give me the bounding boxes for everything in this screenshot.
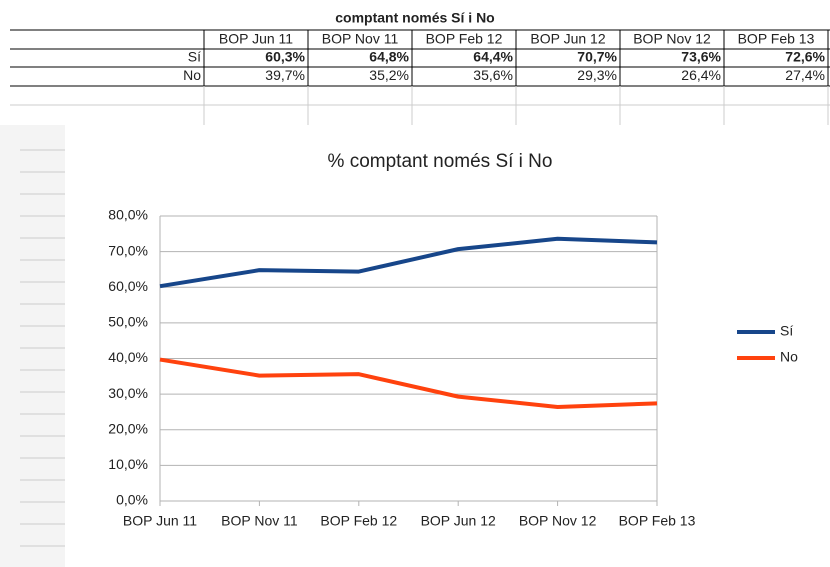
series-line: [159, 236, 658, 289]
cell: 60,3%: [265, 49, 305, 65]
y-tick-label: 0,0%: [116, 492, 148, 508]
x-tick-label: BOP Nov 12: [519, 513, 597, 529]
chart-bg: [65, 125, 830, 567]
cell: 35,2%: [369, 67, 409, 83]
cell: 26,4%: [681, 67, 721, 83]
x-tick-label: BOP Feb 13: [619, 513, 696, 529]
cell: 29,3%: [577, 67, 617, 83]
y-tick-label: 80,0%: [108, 207, 148, 223]
cell: 70,7%: [577, 49, 617, 65]
table-title: comptant només Sí i No: [335, 10, 494, 26]
table-bg: [0, 0, 830, 125]
legend-label: Sí: [780, 323, 793, 339]
column-header: BOP Feb 12: [426, 31, 503, 47]
y-tick-label: 70,0%: [108, 242, 148, 258]
y-tick-label: 60,0%: [108, 278, 148, 294]
row-label: Sí: [188, 49, 201, 65]
x-tick-label: BOP Nov 11: [221, 513, 298, 529]
column-header: BOP Jun 12: [530, 31, 605, 47]
row-label: No: [183, 67, 201, 83]
y-tick-label: 40,0%: [108, 349, 148, 365]
chart-title: % comptant només Sí i No: [328, 151, 553, 172]
column-header: BOP Nov 12: [633, 31, 711, 47]
y-tick-label: 10,0%: [108, 456, 148, 472]
cell: 73,6%: [681, 49, 721, 65]
y-tick-label: 30,0%: [108, 385, 148, 401]
cell: 64,8%: [369, 49, 409, 65]
column-header: BOP Nov 11: [322, 31, 399, 47]
cell: 27,4%: [785, 67, 825, 83]
cell: 72,6%: [785, 49, 825, 65]
column-header: BOP Jun 11: [219, 31, 293, 47]
cell: 64,4%: [473, 49, 513, 65]
cell: 39,7%: [265, 67, 305, 83]
cell: 35,6%: [473, 67, 513, 83]
x-tick-label: BOP Jun 11: [123, 513, 197, 529]
y-tick-label: 50,0%: [108, 314, 148, 330]
series-line: [159, 357, 658, 409]
y-tick-label: 20,0%: [108, 420, 148, 436]
legend-label: No: [780, 349, 798, 365]
x-tick-label: BOP Feb 12: [320, 513, 397, 529]
sheet-rows: [10, 104, 830, 547]
x-tick-label: BOP Jun 12: [421, 513, 496, 529]
column-header: BOP Feb 13: [738, 31, 815, 47]
